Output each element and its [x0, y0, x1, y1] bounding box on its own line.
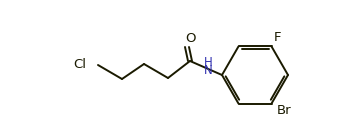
Text: O: O: [185, 32, 195, 44]
Text: N: N: [204, 64, 212, 76]
Text: H: H: [204, 55, 212, 69]
Text: Br: Br: [277, 104, 292, 117]
Text: Cl: Cl: [73, 58, 86, 70]
Text: F: F: [274, 31, 281, 44]
